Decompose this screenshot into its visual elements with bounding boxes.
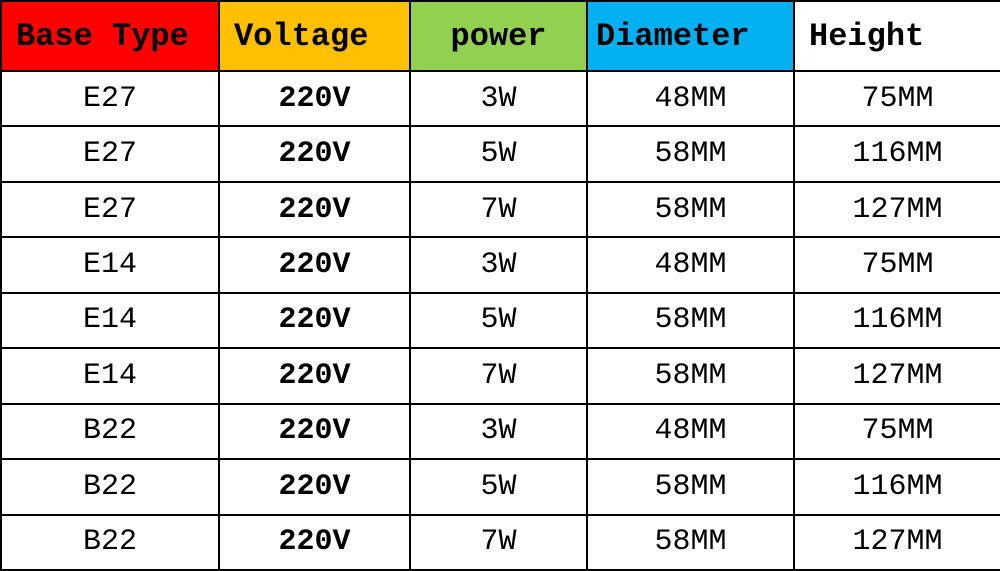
cell-height: 127MM (794, 348, 1000, 403)
spec-table: Base Type Voltage power Diameter Height … (0, 0, 1000, 571)
cell-diameter: 58MM (587, 293, 794, 348)
cell-diameter: 48MM (587, 71, 794, 126)
cell-voltage: 220V (219, 237, 410, 292)
header-row: Base Type Voltage power Diameter Height (1, 1, 1000, 71)
header-voltage: Voltage (219, 1, 410, 71)
cell-base_type: E14 (1, 293, 219, 348)
table-row: B22220V3W48MM75MM (1, 404, 1000, 459)
cell-voltage: 220V (219, 71, 410, 126)
table-row: E27220V5W58MM116MM (1, 126, 1000, 181)
header-height: Height (794, 1, 1000, 71)
cell-height: 116MM (794, 126, 1000, 181)
cell-voltage: 220V (219, 515, 410, 571)
cell-diameter: 48MM (587, 237, 794, 292)
cell-base_type: B22 (1, 404, 219, 459)
cell-base_type: E27 (1, 71, 219, 126)
cell-height: 116MM (794, 459, 1000, 514)
table-body: E27220V3W48MM75MME27220V5W58MM116MME2722… (1, 71, 1000, 570)
cell-power: 3W (410, 237, 587, 292)
cell-voltage: 220V (219, 348, 410, 403)
cell-height: 127MM (794, 182, 1000, 237)
cell-diameter: 58MM (587, 515, 794, 571)
cell-voltage: 220V (219, 459, 410, 514)
cell-base_type: E27 (1, 126, 219, 181)
cell-height: 75MM (794, 404, 1000, 459)
cell-diameter: 48MM (587, 404, 794, 459)
table-row: E14220V3W48MM75MM (1, 237, 1000, 292)
cell-voltage: 220V (219, 182, 410, 237)
table-row: B22220V7W58MM127MM (1, 515, 1000, 571)
cell-height: 75MM (794, 71, 1000, 126)
header-base-type: Base Type (1, 1, 219, 71)
cell-base_type: B22 (1, 459, 219, 514)
cell-height: 116MM (794, 293, 1000, 348)
cell-diameter: 58MM (587, 182, 794, 237)
table-row: B22220V5W58MM116MM (1, 459, 1000, 514)
cell-diameter: 58MM (587, 459, 794, 514)
cell-diameter: 58MM (587, 126, 794, 181)
cell-voltage: 220V (219, 404, 410, 459)
cell-power: 5W (410, 293, 587, 348)
cell-base_type: E14 (1, 237, 219, 292)
cell-power: 7W (410, 182, 587, 237)
header-power: power (410, 1, 587, 71)
cell-power: 3W (410, 404, 587, 459)
cell-voltage: 220V (219, 293, 410, 348)
header-diameter: Diameter (587, 1, 794, 71)
table-row: E14220V7W58MM127MM (1, 348, 1000, 403)
cell-voltage: 220V (219, 126, 410, 181)
table-row: E14220V5W58MM116MM (1, 293, 1000, 348)
cell-power: 5W (410, 126, 587, 181)
cell-base_type: E14 (1, 348, 219, 403)
cell-power: 7W (410, 515, 587, 571)
cell-base_type: E27 (1, 182, 219, 237)
cell-base_type: B22 (1, 515, 219, 571)
cell-diameter: 58MM (587, 348, 794, 403)
cell-height: 127MM (794, 515, 1000, 571)
cell-power: 5W (410, 459, 587, 514)
cell-power: 7W (410, 348, 587, 403)
cell-power: 3W (410, 71, 587, 126)
table-row: E27220V3W48MM75MM (1, 71, 1000, 126)
cell-height: 75MM (794, 237, 1000, 292)
table-row: E27220V7W58MM127MM (1, 182, 1000, 237)
